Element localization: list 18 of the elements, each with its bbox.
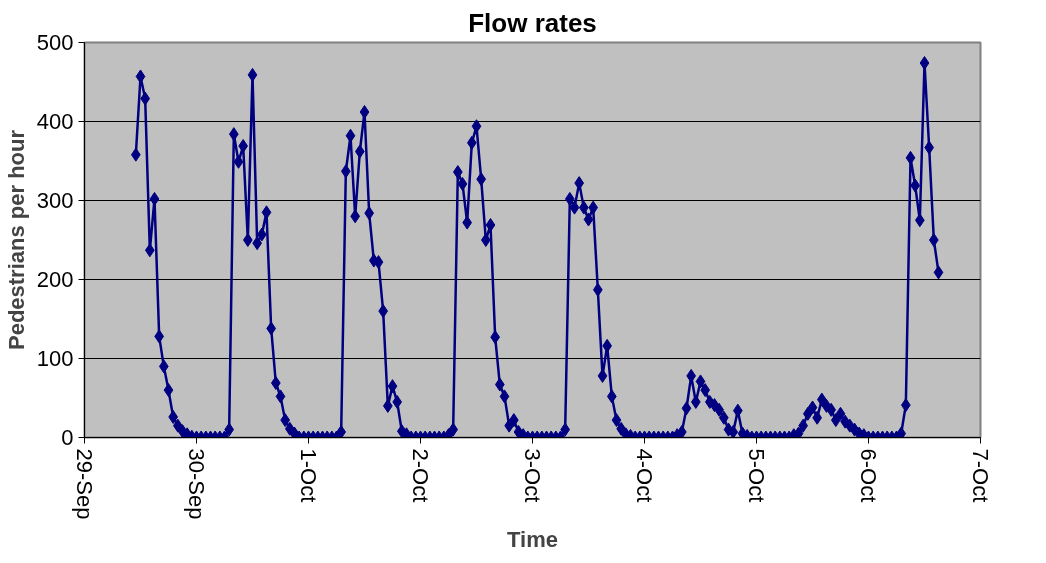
y-tick-label: 400 bbox=[36, 109, 74, 134]
x-tick-label: 5-Oct bbox=[744, 448, 769, 503]
x-tick-label: 6-Oct bbox=[856, 448, 881, 503]
x-tick-label: 2-Oct bbox=[408, 448, 433, 503]
x-tick-label: 4-Oct bbox=[632, 448, 657, 503]
x-tick-label: 1-Oct bbox=[296, 448, 321, 503]
x-axis-title: Time bbox=[507, 527, 558, 553]
x-tick-label: 3-Oct bbox=[520, 448, 545, 503]
chart-title: Flow rates bbox=[468, 7, 597, 38]
y-tick-label: 500 bbox=[36, 30, 74, 55]
y-tick-label: 100 bbox=[36, 346, 74, 371]
x-tick-label: 29-Sep bbox=[72, 448, 97, 520]
x-tick-label: 30-Sep bbox=[184, 448, 209, 520]
x-tick-label: 7-Oct bbox=[968, 448, 993, 503]
y-tick-label: 0 bbox=[61, 425, 74, 450]
y-axis-title: Pedestrians per hour bbox=[3, 129, 29, 351]
y-tick-label: 200 bbox=[36, 267, 74, 292]
y-tick-label: 300 bbox=[36, 188, 74, 213]
